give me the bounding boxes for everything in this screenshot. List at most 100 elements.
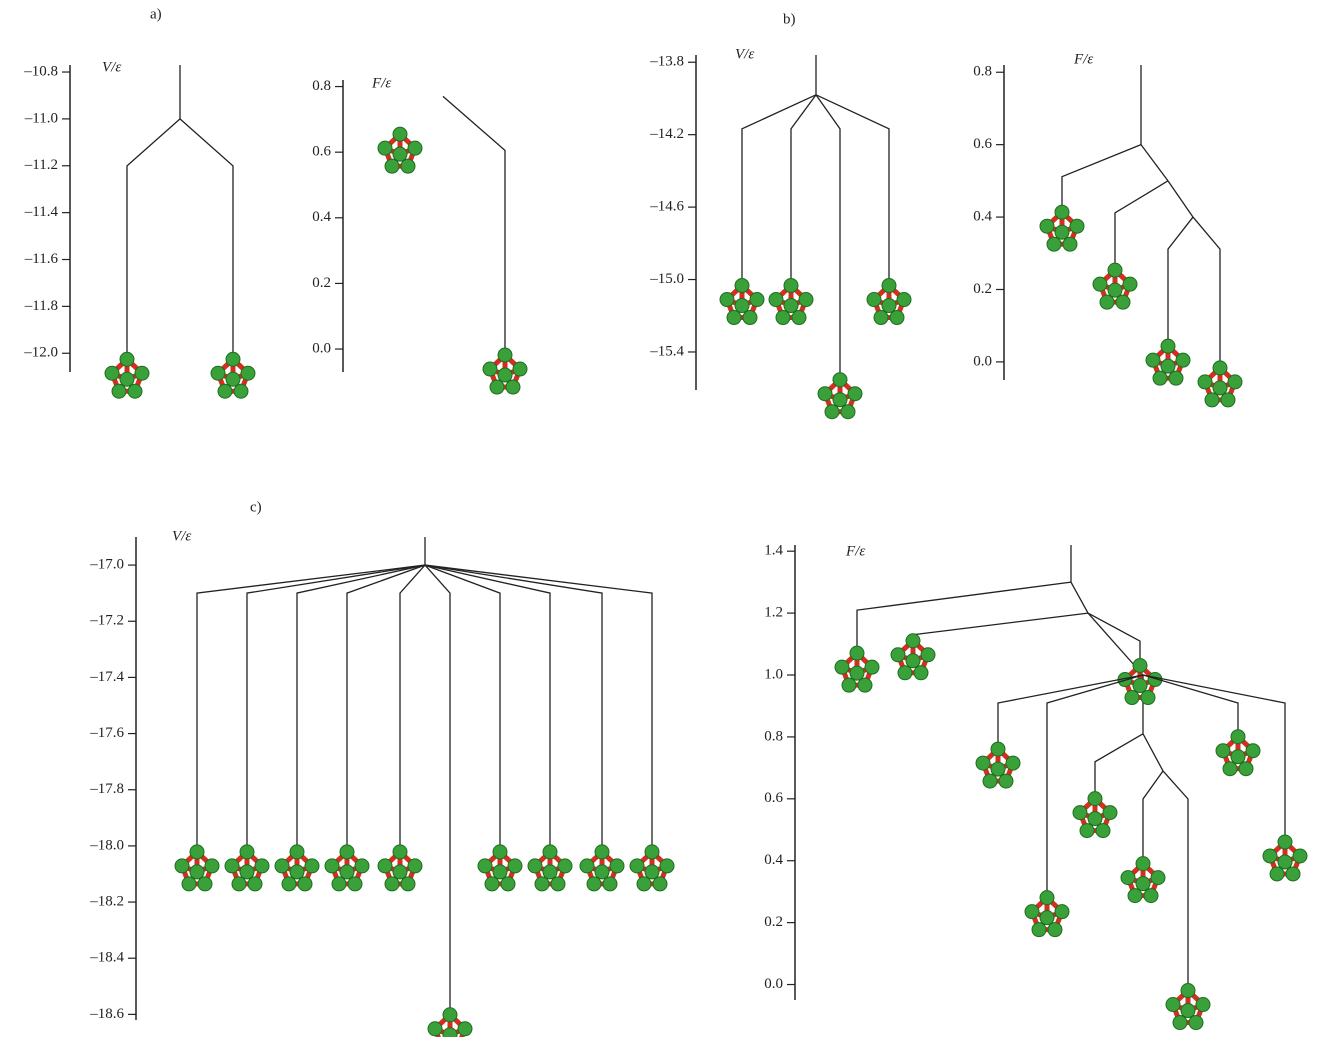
atom <box>630 859 644 873</box>
atom <box>595 845 609 859</box>
cluster-icon <box>1118 659 1162 705</box>
atom <box>735 279 749 293</box>
atom <box>1128 889 1142 903</box>
atom <box>1108 263 1122 277</box>
cluster-icon <box>1146 339 1190 385</box>
atom <box>792 311 806 325</box>
y-axis-label: F/ε <box>371 75 391 91</box>
y-tick-label: 0.2 <box>312 275 331 291</box>
y-tick-label: –13.8 <box>649 54 684 70</box>
atom <box>135 366 149 380</box>
atom <box>580 859 594 873</box>
atom <box>443 1028 457 1037</box>
atom <box>603 877 617 891</box>
y-tick-label: –18.2 <box>89 893 124 909</box>
atom <box>1144 889 1158 903</box>
atom <box>1223 762 1237 776</box>
atom <box>1151 871 1165 885</box>
atom <box>848 387 862 401</box>
atom <box>882 279 896 293</box>
atom <box>921 648 935 662</box>
atom <box>112 384 126 398</box>
atom <box>378 859 392 873</box>
atom <box>240 865 254 879</box>
y-axis-label: V/ε <box>102 59 121 75</box>
atom <box>835 660 849 674</box>
tree-leaf <box>425 565 450 1009</box>
atom <box>906 634 920 648</box>
y-tick-label: 0.6 <box>973 136 992 152</box>
atom <box>1088 792 1102 806</box>
y-tick-label: –17.6 <box>89 725 124 741</box>
cluster-icon <box>818 373 862 419</box>
tree-leaf <box>1143 675 1285 836</box>
atom <box>1181 984 1195 998</box>
atom <box>991 762 1005 776</box>
cluster-icon <box>720 279 764 325</box>
tree-leaf <box>425 565 602 846</box>
atom <box>882 299 896 313</box>
atom <box>225 859 239 873</box>
atom <box>587 877 601 891</box>
atom <box>841 405 855 419</box>
atom <box>348 877 362 891</box>
tree-node <box>1141 145 1168 181</box>
atom <box>325 859 339 873</box>
cluster-icon <box>1263 835 1307 881</box>
y-tick-label: –11.0 <box>24 110 58 126</box>
atom <box>1123 277 1137 291</box>
atom <box>226 352 240 366</box>
atom <box>1205 393 1219 407</box>
tree-leaf <box>443 96 505 349</box>
atom <box>1032 923 1046 937</box>
cluster-icon <box>1166 984 1210 1030</box>
atom <box>1141 691 1155 705</box>
atom <box>906 654 920 668</box>
y-tick-label: –11.2 <box>24 157 58 173</box>
atom <box>498 368 512 382</box>
atom <box>1125 691 1139 705</box>
atom <box>1133 679 1147 693</box>
tree-leaf <box>1193 217 1220 362</box>
atom <box>428 1022 442 1036</box>
cluster-icon <box>1198 361 1242 407</box>
cluster-icon <box>867 279 911 325</box>
cluster-icon <box>275 845 319 891</box>
atom <box>1103 806 1117 820</box>
y-tick-label: 0.2 <box>973 281 992 297</box>
atom <box>983 774 997 788</box>
atom <box>241 366 255 380</box>
atom <box>543 865 557 879</box>
atom <box>769 293 783 307</box>
atom <box>1116 295 1130 309</box>
y-tick-label: –18.0 <box>89 837 124 853</box>
atom <box>1136 877 1150 891</box>
tree-leaf <box>297 565 425 846</box>
y-tick-label: –14.2 <box>649 126 684 142</box>
y-tick-label: 0.8 <box>764 728 783 744</box>
atom <box>991 742 1005 756</box>
atom <box>290 865 304 879</box>
tree-leaf <box>742 95 816 280</box>
tree-leaf <box>1062 145 1141 207</box>
atom <box>1080 824 1094 838</box>
atom <box>1136 857 1150 871</box>
atom <box>1096 824 1110 838</box>
atom <box>401 877 415 891</box>
y-tick-label: 0.2 <box>764 914 783 930</box>
cluster-icon <box>105 352 149 398</box>
atom <box>1166 998 1180 1012</box>
y-tick-label: –10.8 <box>23 63 58 79</box>
y-tick-label: 0.6 <box>312 144 331 160</box>
atom <box>340 845 354 859</box>
tree-leaf <box>425 565 550 846</box>
atom <box>393 845 407 859</box>
panel-label: b) <box>783 11 796 27</box>
atom <box>205 859 219 873</box>
atom <box>1146 353 1160 367</box>
atom <box>355 859 369 873</box>
cluster-icon <box>1121 857 1165 903</box>
atom <box>897 293 911 307</box>
atom <box>282 877 296 891</box>
atom <box>385 159 399 173</box>
